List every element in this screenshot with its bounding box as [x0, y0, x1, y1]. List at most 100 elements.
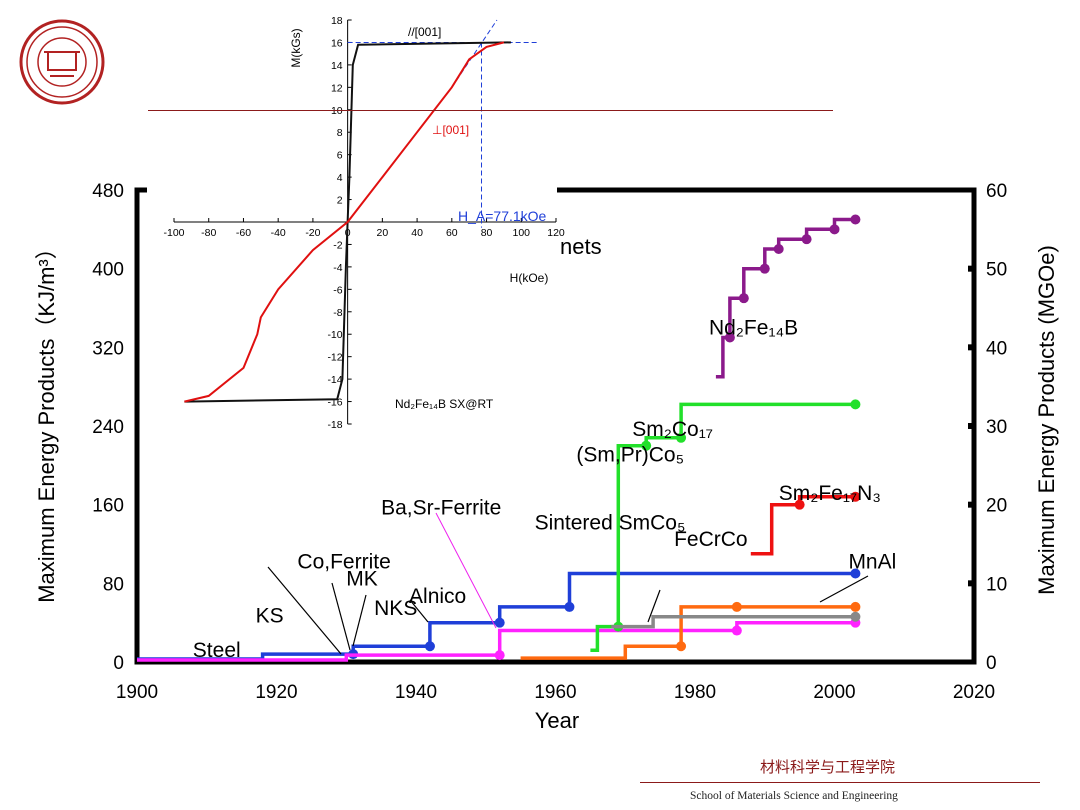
inset-y-tick-label: -2: [333, 239, 342, 251]
main-series-line-1: [137, 620, 856, 662]
main-series-point: [850, 568, 861, 579]
main-series-point: [850, 491, 861, 502]
main-x-tick-label: 1960: [534, 682, 576, 703]
main-y-tick-label-right: 20: [986, 496, 1007, 517]
main-series-point: [850, 601, 861, 612]
main-series-line-5: [715, 217, 856, 379]
inset-sample-label: Nd₂Fe₁₄B SX@RT: [395, 397, 494, 411]
ba-sr-ferrite-leader: [435, 512, 497, 629]
main-annotation-label: NKS: [374, 597, 417, 620]
main-series-point: [564, 601, 575, 612]
main-annotation-label: Ba,Sr-Ferrite: [381, 497, 501, 520]
nks-leader: [352, 594, 367, 647]
magnetization-inset-chart: -100 -80 -60 -40 -20 0 20 40 60 80 100 120-18-16-14…: [147, 14, 565, 431]
main-x-tick-label: 2020: [953, 682, 995, 703]
inset-y-label: M(kGs): [289, 28, 303, 67]
footer-rule: [640, 782, 1040, 783]
feCrCo-leader: [647, 589, 661, 623]
school-name-english: School of Materials Science and Engineer…: [690, 790, 898, 802]
inset-perp-label: ⊥[001]: [432, 123, 469, 137]
inset-x-tick-label: 100: [513, 227, 531, 239]
inset-y-tick-label: 16: [331, 37, 343, 49]
main-series-line-4: [611, 615, 856, 629]
main-y-tick-label-left: 80: [103, 574, 124, 595]
main-y-tick-label-right: 60: [986, 181, 1007, 202]
main-y-tick-label-right: 50: [986, 260, 1007, 281]
main-series-point: [676, 432, 687, 443]
main-x-tick-label: 2000: [813, 682, 855, 703]
inset-y-tick-label: -18: [327, 419, 342, 431]
main-series-point: [724, 332, 735, 343]
main-annotation-label: Sm₂Fe₁₇N₃: [779, 482, 881, 505]
inset-x-label: H(kOe): [510, 271, 549, 285]
header-rule: [148, 110, 833, 111]
main-series-point: [850, 214, 861, 225]
inset-x-tick-label: 80: [481, 227, 493, 239]
main-series-point: [773, 244, 784, 254]
main-series-line-2: [590, 402, 856, 652]
inset-y-tick-label: -10: [327, 329, 342, 341]
main-y-tick-label-left: 320: [92, 338, 124, 359]
main-series-line-6: [750, 495, 856, 556]
school-name-chinese: 材料科学与工程学院: [760, 758, 896, 776]
co-ferrite-leader: [267, 566, 342, 655]
inset-slope-guide: [451, 19, 498, 88]
inset-x-tick-label: -60: [236, 227, 251, 239]
main-x-tick-label: 1900: [116, 682, 158, 703]
main-series-point: [676, 641, 687, 652]
main-y-tick-label-right: 30: [986, 417, 1007, 438]
main-annotation-label: Sm₂Co₁₇: [632, 418, 713, 441]
main-series-point: [731, 601, 742, 612]
mk-leader: [331, 582, 351, 651]
university-seal-icon: [19, 19, 105, 105]
energy-product-chart: 1900 1920 1940 1960 1980 2000 2020080160240320…: [34, 181, 1059, 733]
main-series-point: [794, 499, 805, 510]
main-x-tick-label: 1980: [674, 682, 716, 703]
inset-y-tick-label: -6: [333, 284, 342, 296]
main-y-tick-label-right: 40: [986, 338, 1007, 359]
main-y-label-right: Maximum Energy Products (MGOe): [1034, 245, 1059, 595]
main-annotation-label: KS: [256, 605, 284, 628]
inset-ha-label: H_A=77.1kOe: [458, 208, 547, 224]
main-series-point: [850, 399, 861, 410]
inset-x-tick-label: -20: [305, 227, 320, 239]
main-y-tick-right: [968, 580, 976, 587]
inset-y-tick-label: 14: [331, 60, 343, 72]
main-y-tick-label-left: 0: [113, 653, 124, 674]
inset-parallel-label: //[001]: [408, 25, 441, 39]
main-series-point: [759, 263, 770, 274]
inset-x-tick-label: 60: [446, 227, 458, 239]
main-series-point: [738, 293, 749, 304]
main-series-point: [829, 224, 840, 235]
legend-heading-fragment: nets: [560, 234, 602, 259]
main-y-tick-label-left: 160: [92, 496, 124, 517]
alnico-leader: [409, 599, 429, 623]
main-y-label-left: Maximum Energy Products（KJ/m³）: [34, 237, 59, 603]
main-y-tick-right: [968, 265, 976, 272]
main-annotation-label: Sintered SmCo₅: [535, 511, 686, 534]
inset-y-tick-label: -4: [333, 262, 342, 274]
main-annotation-label: Steel: [193, 639, 241, 662]
main-y-tick-label-right: 0: [986, 653, 997, 674]
inset-y-tick-label: 12: [331, 82, 343, 94]
inset-x-tick-label: 20: [377, 227, 389, 239]
main-annotation-label: Nd₂Fe₁₄B: [709, 317, 798, 340]
main-annotation-label: FeCrCo: [674, 528, 748, 551]
inset-series-line-1: [184, 41, 505, 403]
main-annotation-label: MnAl: [848, 551, 896, 574]
inset-y-tick-label: -8: [333, 307, 342, 319]
main-series-point: [850, 611, 861, 622]
main-series-point: [641, 440, 652, 451]
main-annotation-label: (Sm,Pr)Co₅: [576, 443, 684, 466]
main-annotation-label: Co,Ferrite: [297, 551, 390, 574]
main-y-tick-right: [968, 344, 976, 351]
main-series-line-3: [520, 605, 856, 660]
inset-y-tick-label: 2: [337, 195, 343, 207]
mnAl-leader: [819, 575, 869, 603]
main-y-tick-label-left: 400: [92, 260, 124, 281]
main-series-point: [731, 625, 742, 636]
main-series-point: [494, 650, 505, 661]
main-series-line-0: [137, 571, 856, 661]
main-series-point: [424, 641, 435, 652]
main-x-tick-label: 1920: [255, 682, 297, 703]
